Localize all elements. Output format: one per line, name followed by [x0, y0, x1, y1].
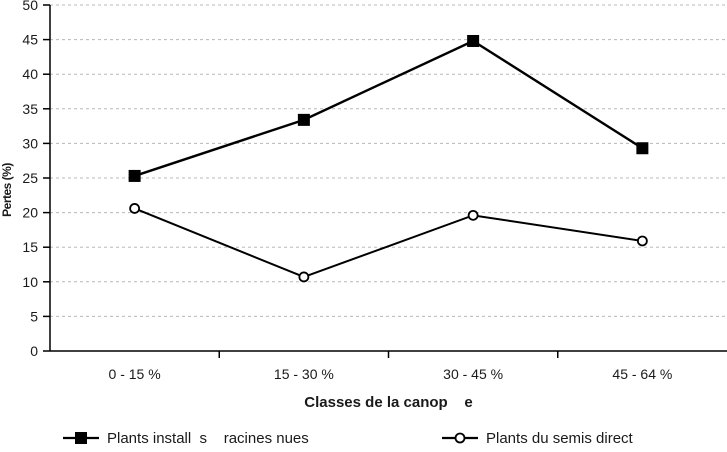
y-axis-title: Pertes (%)	[0, 163, 14, 217]
x-category-label: 30 - 45 %	[443, 366, 503, 382]
y-tick-label: 35	[22, 101, 38, 117]
y-tick-label: 45	[22, 32, 38, 48]
y-tick-label: 5	[30, 308, 38, 324]
data-point-square	[128, 169, 141, 182]
x-category-label: 15 - 30 %	[274, 366, 334, 382]
y-tick-label: 15	[22, 239, 38, 255]
data-point-circle	[467, 209, 479, 221]
x-category-label: 0 - 15 %	[109, 366, 161, 382]
series-line-1	[134, 207, 643, 279]
y-tick-label: 0	[30, 343, 38, 359]
legend-item-direct-seeding: Plants du semis direct	[442, 429, 633, 447]
filled-square-marker-icon	[63, 432, 99, 444]
y-tick-label: 25	[22, 170, 38, 186]
x-axis-title: Classes de la canop e	[304, 394, 473, 411]
legend-label-planted-bare-roots: Plants install s racines nues	[107, 429, 309, 447]
legend-item-planted-bare-roots: Plants install s racines nues	[63, 429, 309, 447]
data-point-square	[297, 113, 310, 126]
data-point-circle	[129, 203, 141, 214]
y-tick-label: 50	[22, 0, 38, 13]
x-category-label: 45 - 64 %	[612, 366, 672, 382]
y-tick-label: 10	[22, 274, 38, 290]
data-point-square	[467, 34, 480, 47]
data-point-square	[636, 142, 649, 155]
open-circle-marker-icon	[442, 432, 478, 444]
y-tick-label: 30	[22, 135, 38, 151]
data-point-circle	[298, 271, 310, 283]
y-tick-label: 40	[22, 66, 38, 82]
data-point-circle	[636, 235, 648, 247]
series-line-0	[134, 39, 644, 178]
legend-label-direct-seeding: Plants du semis direct	[486, 429, 633, 447]
y-tick-label: 20	[22, 205, 38, 221]
